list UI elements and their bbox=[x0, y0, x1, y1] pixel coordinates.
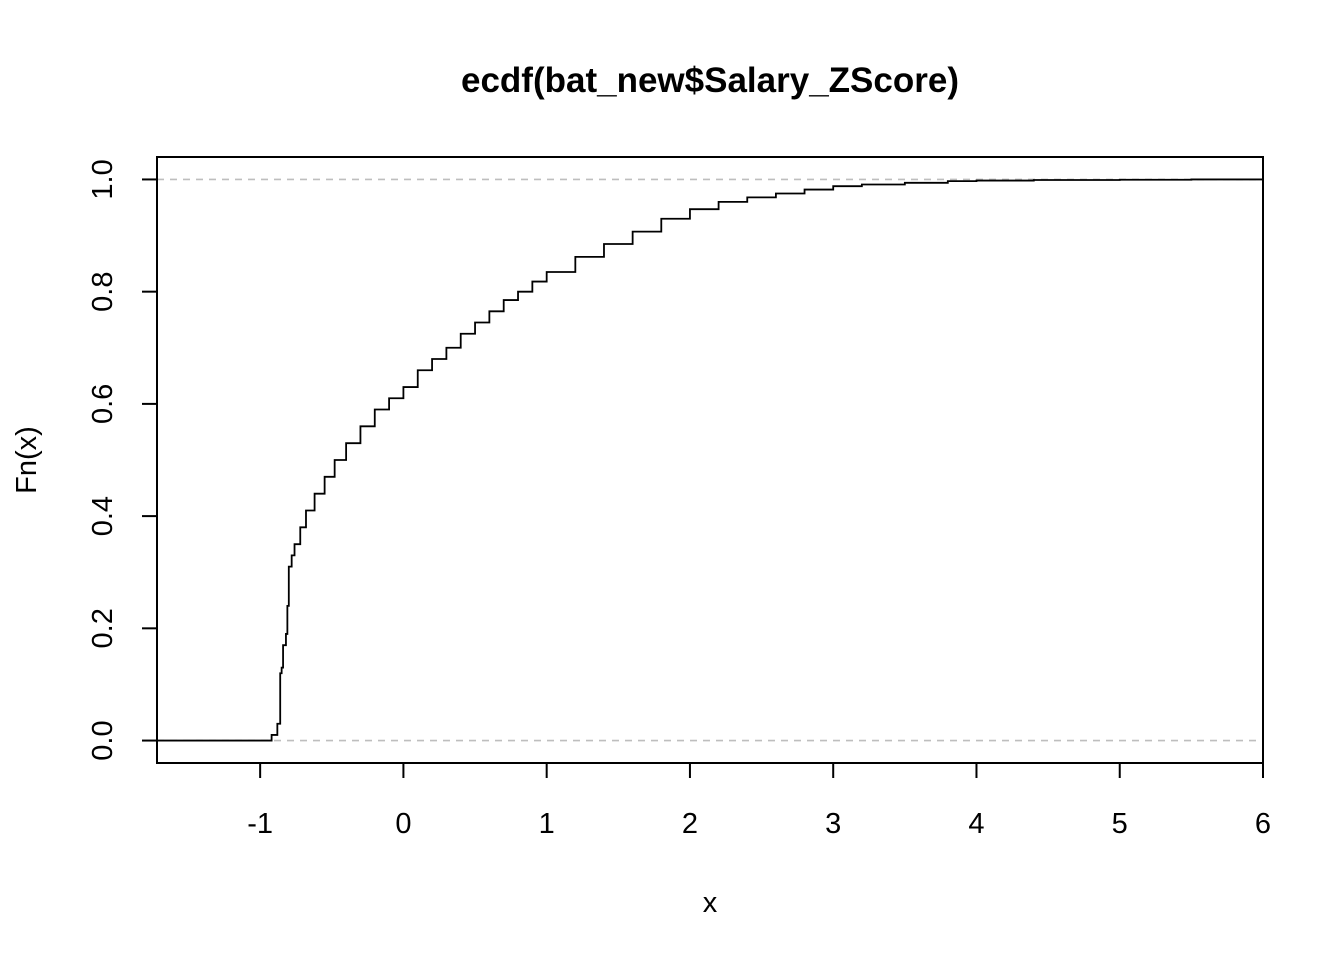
ecdf-series-line-0 bbox=[157, 178, 1263, 742]
y-tick-label: 0.4 bbox=[87, 496, 119, 536]
y-tick-label: 0.6 bbox=[87, 384, 119, 424]
x-tick-label: 6 bbox=[1255, 808, 1271, 840]
y-axis-label: Fn(x) bbox=[11, 426, 43, 494]
x-tick-label: 3 bbox=[825, 808, 841, 840]
x-tick-label: 0 bbox=[395, 808, 411, 840]
y-tick-label: 0.2 bbox=[87, 608, 119, 648]
x-tick-label: 1 bbox=[539, 808, 555, 840]
x-tick-label: -1 bbox=[247, 808, 273, 840]
axes: -1 0 1 2 3 4 5 6 0.0 0.2 0.4 0.6 0.8 1.0 bbox=[87, 156, 1271, 840]
y-tick-label: 0.0 bbox=[87, 720, 119, 760]
chart-title: ecdf(bat_new$Salary_ZScore) bbox=[461, 61, 959, 100]
x-axis-label: x bbox=[703, 887, 718, 919]
y-tick-label: 1.0 bbox=[87, 159, 119, 199]
plot-frame bbox=[156, 156, 1264, 764]
x-tick-label: 2 bbox=[682, 808, 698, 840]
x-tick-label: 4 bbox=[968, 808, 984, 840]
plot-area bbox=[157, 178, 1263, 742]
x-tick-label: 5 bbox=[1112, 808, 1128, 840]
y-tick-label: 0.8 bbox=[87, 272, 119, 312]
